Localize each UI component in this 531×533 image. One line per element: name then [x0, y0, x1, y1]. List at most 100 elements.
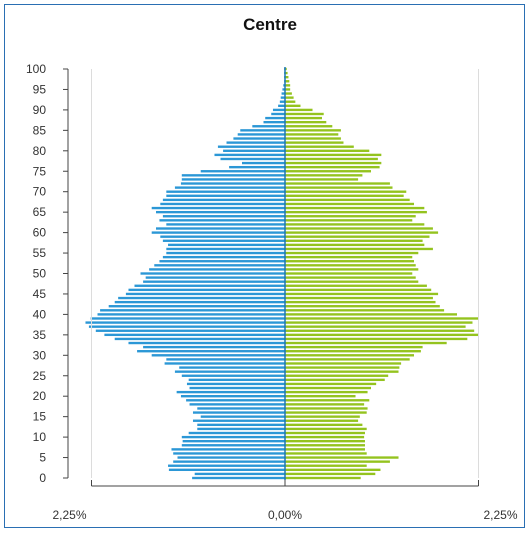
bar-right-age-34: [285, 337, 468, 341]
bar-left-age-46: [128, 288, 285, 292]
bar-right-age-89: [285, 112, 324, 116]
bar-left-age-93: [280, 96, 285, 99]
bar-right-age-96: [285, 84, 291, 87]
bar-left-age-24: [188, 378, 285, 382]
bar-left-age-39: [90, 317, 285, 320]
bar-left-age-50: [140, 272, 285, 275]
bar-left-age-86: [252, 125, 285, 128]
bar-right-age-73: [285, 178, 359, 181]
bar-left-age-33: [128, 341, 285, 345]
bar-left-age-22: [189, 386, 285, 390]
bar-left-age-4: [173, 460, 285, 463]
bar-left-age-96: [283, 84, 285, 87]
bar-left-age-61: [156, 227, 285, 230]
bar-left-age-67: [160, 202, 285, 206]
bar-right-age-41: [285, 309, 445, 312]
bar-left-age-52: [154, 264, 285, 267]
bar-left-age-13: [197, 423, 285, 427]
bar-right-age-77: [285, 161, 382, 165]
bar-right-age-79: [285, 153, 382, 157]
bar-right-age-95: [285, 88, 291, 91]
y-tick-label: 50: [33, 267, 47, 281]
bar-right-age-5: [285, 456, 399, 459]
bar-left-age-7: [171, 448, 285, 451]
bar-left-age-43: [114, 300, 285, 304]
bar-left-age-75: [200, 170, 285, 173]
bar-left-age-62: [166, 223, 285, 226]
bar-left-age-70: [166, 190, 285, 193]
bar-left-age-80: [223, 149, 285, 152]
bar-right-age-35: [285, 333, 479, 337]
bar-right-age-70: [285, 190, 407, 193]
y-tick-label: 95: [33, 82, 47, 96]
bar-right-age-9: [285, 440, 365, 443]
bar-left-age-66: [151, 206, 285, 210]
bar-right-age-100: [285, 67, 287, 71]
bar-left-age-9: [182, 440, 285, 443]
bar-right-age-69: [285, 194, 404, 197]
bar-left-age-79: [214, 153, 285, 157]
bar-right-age-65: [285, 210, 427, 214]
bar-right-age-14: [285, 419, 359, 422]
bar-right-age-92: [285, 100, 296, 103]
bar-left-age-2: [168, 468, 285, 472]
y-tick-label: 20: [33, 389, 47, 403]
bar-left-age-30: [151, 354, 285, 357]
bar-right-age-57: [285, 243, 425, 247]
axes-group: 0 5 10 15 20 25 30 35 40 45 50 55 60 65 70 75 80 85 90 95 10…: [26, 62, 518, 522]
bar-left-age-54: [162, 255, 285, 259]
bar-right-age-33: [285, 341, 447, 345]
bar-right-age-64: [285, 215, 416, 218]
bar-right-age-37: [285, 325, 466, 328]
bar-right-age-52: [285, 264, 416, 267]
bar-right-age-81: [285, 145, 354, 148]
bar-left-age-63: [159, 219, 285, 222]
bar-left-age-5: [177, 456, 285, 459]
y-tick-label: 0: [39, 471, 46, 485]
bar-right-age-66: [285, 206, 425, 210]
bar-left-age-34: [114, 337, 285, 341]
bar-left-age-91: [278, 104, 285, 107]
bar-right-age-21: [285, 390, 368, 394]
bar-right-age-80: [285, 149, 370, 152]
bar-left-age-14: [192, 419, 285, 422]
bar-left-age-27: [179, 366, 285, 369]
y-tick-label: 45: [33, 287, 47, 301]
bar-left-age-21: [176, 390, 285, 394]
bar-right-age-7: [285, 448, 365, 451]
bar-left-age-42: [108, 305, 285, 308]
bar-right-age-74: [285, 174, 363, 177]
y-tick-label: 10: [33, 430, 47, 444]
bar-left-age-72: [180, 182, 285, 185]
bar-right-age-97: [285, 80, 290, 83]
bar-right-age-99: [285, 71, 288, 75]
bar-left-age-73: [181, 178, 285, 181]
bar-left-age-17: [197, 407, 285, 410]
y-tick-label: 35: [33, 328, 47, 342]
bar-right-age-15: [285, 415, 360, 418]
bar-right-age-2: [285, 468, 381, 472]
bar-left-age-60: [151, 231, 285, 234]
bar-left-age-51: [149, 268, 285, 271]
bar-left-age-76: [229, 165, 285, 169]
bar-right-age-85: [285, 129, 341, 132]
bar-left-age-59: [160, 235, 285, 238]
bar-left-age-18: [189, 403, 285, 406]
bar-right-age-12: [285, 427, 367, 431]
bar-right-age-61: [285, 227, 433, 230]
bar-left-age-36: [95, 329, 285, 332]
y-tick-label: 60: [33, 226, 47, 240]
x-tick-label: 2,25%: [483, 508, 517, 522]
bar-right-age-32: [285, 345, 423, 349]
bar-right-age-94: [285, 92, 292, 95]
bar-left-age-84: [237, 133, 285, 136]
bar-right-age-56: [285, 247, 433, 251]
bar-left-age-15: [200, 415, 285, 418]
bar-right-age-43: [285, 300, 436, 304]
bar-left-age-89: [271, 112, 285, 116]
bar-left-age-64: [162, 215, 285, 218]
bar-left-age-16: [192, 411, 285, 414]
bar-right-age-26: [285, 370, 399, 373]
bar-right-age-24: [285, 378, 385, 382]
bar-left-age-55: [166, 251, 285, 255]
